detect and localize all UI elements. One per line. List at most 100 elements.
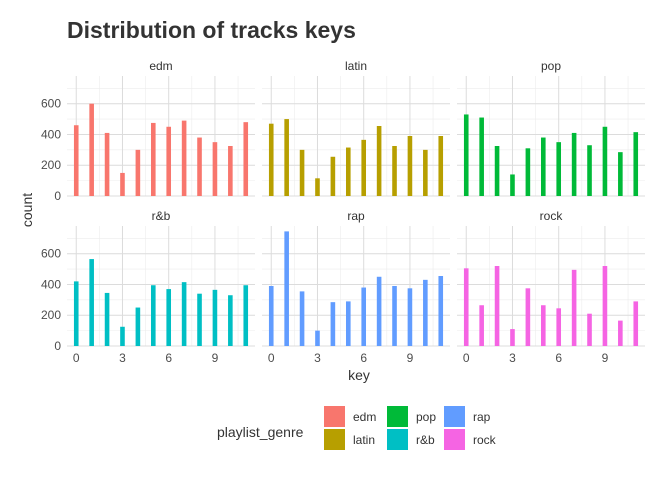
y-axis-title: count bbox=[19, 193, 35, 227]
bar-rock-key-10 bbox=[618, 320, 623, 346]
x-tick-label: 9 bbox=[212, 351, 219, 365]
bar-edm-key-5 bbox=[150, 122, 156, 196]
bar-randb-key-4 bbox=[135, 307, 141, 346]
y-tick-label: 0 bbox=[54, 339, 61, 353]
bar-rock-key-8 bbox=[587, 313, 592, 346]
legend-swatch bbox=[444, 429, 465, 450]
bar-pop-key-6 bbox=[556, 142, 562, 196]
bar-rock-key-3 bbox=[510, 329, 515, 346]
x-tick-label: 9 bbox=[602, 351, 609, 365]
bar-rap-key-5 bbox=[345, 301, 351, 346]
bar-edm-key-1 bbox=[89, 103, 94, 196]
y-tick-label: 0 bbox=[54, 189, 61, 203]
bar-randb-key-2 bbox=[104, 292, 110, 346]
x-axis-title: key bbox=[348, 367, 370, 383]
panel-label: latin bbox=[345, 59, 367, 73]
bar-latin-key-3 bbox=[315, 178, 320, 196]
bar-randb-key-8 bbox=[197, 293, 202, 346]
y-tick-label: 400 bbox=[41, 277, 61, 291]
legend-label: pop bbox=[416, 410, 436, 424]
bar-pop-key-11 bbox=[633, 132, 639, 196]
bar-randb-key-11 bbox=[243, 285, 249, 346]
bar-edm-key-3 bbox=[120, 172, 125, 196]
x-tick-label: 3 bbox=[119, 351, 126, 365]
legend-label: latin bbox=[353, 433, 375, 447]
bar-randb-key-3 bbox=[120, 326, 125, 346]
legend-item-rock: rock bbox=[444, 429, 497, 450]
bar-rock-key-5 bbox=[540, 305, 546, 346]
bar-latin-key-8 bbox=[392, 146, 397, 196]
panel-label: rap bbox=[347, 209, 365, 223]
bar-rap-key-4 bbox=[330, 302, 336, 346]
bar-randb-key-0 bbox=[73, 281, 79, 346]
bar-randb-key-1 bbox=[89, 259, 94, 346]
legend-swatch bbox=[324, 406, 345, 427]
legend-label: edm bbox=[353, 410, 376, 424]
bar-latin-key-10 bbox=[423, 149, 428, 196]
bar-rap-key-11 bbox=[438, 276, 444, 346]
bar-latin-key-2 bbox=[299, 149, 305, 196]
bar-latin-key-6 bbox=[361, 139, 367, 196]
bar-rap-key-0 bbox=[268, 286, 274, 346]
panel-pop: pop bbox=[457, 59, 645, 197]
legend-item-pop: pop bbox=[387, 406, 436, 427]
panel-edm: edm 0 200 400 600 bbox=[41, 59, 255, 203]
y-tick-label: 600 bbox=[41, 97, 61, 111]
bar-pop-key-10 bbox=[618, 152, 623, 196]
panel-label: rock bbox=[540, 209, 564, 223]
bar-rock-key-4 bbox=[525, 288, 531, 346]
x-tick-label: 0 bbox=[463, 351, 470, 365]
bar-latin-key-1 bbox=[284, 119, 289, 196]
panel-label: pop bbox=[541, 59, 561, 73]
y-tick-label: 400 bbox=[41, 127, 61, 141]
panel-rock: rock 0 3 6 9 bbox=[457, 209, 645, 365]
legend-label: r&b bbox=[416, 433, 435, 447]
bar-pop-key-0 bbox=[463, 114, 469, 196]
bar-edm-key-7 bbox=[181, 120, 187, 196]
panel-randb: r&b 0 200 400 600 0 3 6 9 bbox=[41, 209, 255, 365]
x-tick-label: 0 bbox=[73, 351, 80, 365]
bar-rap-key-9 bbox=[407, 288, 413, 346]
bar-edm-key-11 bbox=[243, 122, 249, 196]
bar-rock-key-0 bbox=[463, 268, 469, 346]
bar-edm-key-0 bbox=[73, 125, 79, 196]
bar-pop-key-8 bbox=[587, 145, 592, 196]
bar-pop-key-3 bbox=[510, 174, 515, 196]
legend-swatch bbox=[387, 406, 408, 427]
bar-rock-key-1 bbox=[479, 305, 484, 346]
bar-randb-key-9 bbox=[212, 289, 218, 346]
y-tick-label: 200 bbox=[41, 158, 61, 172]
bar-latin-key-0 bbox=[268, 123, 274, 196]
bar-edm-key-10 bbox=[228, 146, 233, 196]
bar-rap-key-2 bbox=[299, 291, 305, 346]
bar-rap-key-6 bbox=[361, 287, 367, 346]
panel-label: r&b bbox=[152, 209, 171, 223]
x-tick-label: 6 bbox=[165, 351, 172, 365]
bar-latin-key-11 bbox=[438, 136, 444, 196]
x-tick-label: 6 bbox=[555, 351, 562, 365]
bar-edm-key-9 bbox=[212, 142, 218, 196]
bar-pop-key-1 bbox=[479, 117, 484, 196]
panel-rap: rap 0 3 6 9 bbox=[262, 209, 450, 365]
legend-item-latin: latin bbox=[324, 429, 375, 450]
legend-swatch bbox=[444, 406, 465, 427]
x-tick-label: 3 bbox=[314, 351, 321, 365]
bar-randb-key-6 bbox=[166, 289, 172, 346]
x-tick-label: 6 bbox=[360, 351, 367, 365]
legend: playlist_genre edm latin pop r&b rap rock bbox=[217, 406, 497, 450]
x-tick-label: 3 bbox=[509, 351, 516, 365]
bar-rap-key-1 bbox=[284, 231, 289, 346]
bar-pop-key-5 bbox=[540, 137, 546, 196]
y-tick-label: 200 bbox=[41, 308, 61, 322]
bar-edm-key-2 bbox=[104, 132, 110, 196]
y-tick-label: 600 bbox=[41, 247, 61, 261]
bar-edm-key-8 bbox=[197, 137, 202, 196]
legend-swatch bbox=[387, 429, 408, 450]
bar-rock-key-11 bbox=[633, 301, 639, 346]
bar-rap-key-7 bbox=[376, 276, 382, 346]
panel-latin: latin bbox=[262, 59, 450, 197]
legend-label: rap bbox=[473, 410, 491, 424]
legend-swatch bbox=[324, 429, 345, 450]
bar-rock-key-9 bbox=[602, 266, 608, 346]
